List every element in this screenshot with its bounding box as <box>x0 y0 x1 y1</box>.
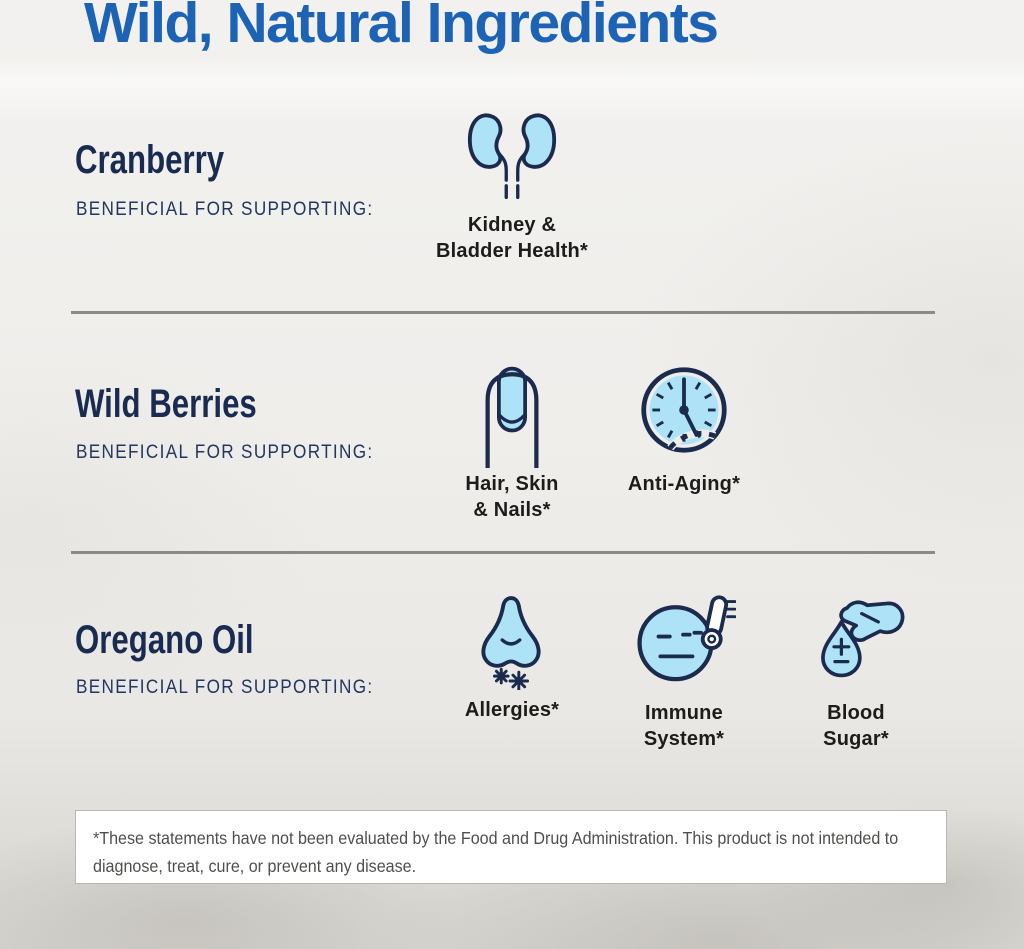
section-heading-cranberry: Cranberry <box>75 138 225 182</box>
kidneys-icon <box>467 113 557 200</box>
benefit-label-allergies: Allergies* <box>464 699 560 721</box>
section-divider <box>71 311 935 314</box>
section-heading-oregano-oil: Oregano Oil <box>75 618 254 662</box>
benefit-label-hair-skin-nails: Hair, Skin & Nails* <box>465 473 559 521</box>
benefit-label-blood-sugar: Blood Sugar* <box>823 702 889 750</box>
section-heading-wild-berries: Wild Berries <box>75 382 257 426</box>
section-subheading-oregano-oil: BENEFICIAL FOR SUPPORTING: <box>76 676 374 698</box>
clock-icon <box>641 367 727 453</box>
fingernail-icon <box>485 366 539 468</box>
hand-blood-drop-icon <box>821 600 905 678</box>
benefit-label-anti-aging: Anti-Aging* <box>627 473 741 495</box>
sick-face-thermometer-icon <box>637 595 736 682</box>
benefit-label-immune-system: Immune System* <box>643 702 725 750</box>
pollen-particles <box>492 667 530 690</box>
benefit-label-kidney-bladder-health: Kidney & Bladder Health* <box>436 214 588 262</box>
fda-disclaimer-text: *These statements have not been evaluate… <box>93 828 899 877</box>
page-title: Wild, Natural Ingredients <box>84 0 719 55</box>
section-subheading-wild-berries: BENEFICIAL FOR SUPPORTING: <box>76 441 374 463</box>
section-subheading-cranberry: BENEFICIAL FOR SUPPORTING: <box>76 198 374 220</box>
section-divider <box>71 551 935 554</box>
fda-disclaimer-box: *These statements have not been evaluate… <box>75 810 947 884</box>
nose-allergy-icon <box>481 596 541 690</box>
